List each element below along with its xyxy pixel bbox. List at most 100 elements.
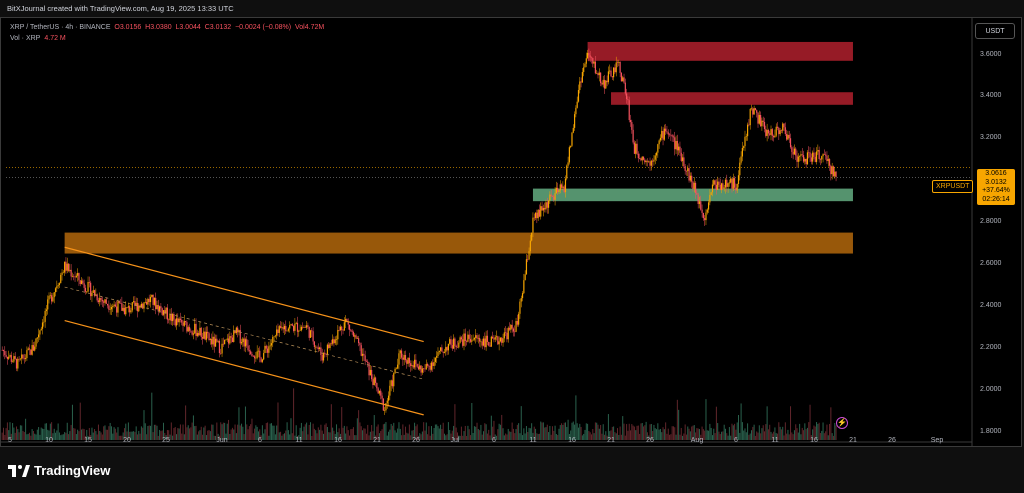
candle-body	[691, 175, 693, 182]
reference-price-label: 3.0616	[985, 170, 1007, 177]
lightning-icon[interactable]: ⚡	[836, 417, 848, 429]
volume-bar	[369, 431, 371, 440]
volume-bar	[176, 434, 178, 440]
time-tick-label: 15	[84, 437, 92, 444]
volume-bar	[420, 434, 422, 440]
candle-body	[437, 352, 439, 356]
volume-bar	[224, 422, 226, 440]
candle-body	[57, 284, 59, 287]
volume-bar	[583, 433, 585, 440]
volume-bar	[161, 430, 163, 440]
volume-bar	[345, 433, 347, 440]
candle-body	[350, 329, 352, 331]
candle-body	[521, 293, 524, 299]
volume-bar	[641, 422, 643, 440]
volume-bar	[525, 426, 527, 440]
candle-body	[700, 201, 702, 210]
volume-bar	[436, 424, 438, 440]
volume-bar	[744, 428, 746, 440]
candle-body	[780, 130, 783, 131]
candle-body	[773, 135, 775, 138]
candle-body	[580, 81, 582, 83]
resistance-zone-0	[587, 41, 853, 61]
candle-body	[657, 144, 659, 153]
volume-bar	[527, 431, 529, 440]
volume-bar	[657, 423, 659, 440]
candle-body	[433, 361, 435, 366]
volume-bar	[10, 433, 12, 440]
candle-body	[585, 58, 587, 64]
volume-bar	[186, 427, 188, 440]
volume-bar	[536, 433, 538, 440]
volume-bar	[671, 426, 673, 440]
candle-body	[240, 341, 243, 344]
candle-body	[778, 127, 780, 135]
price-chart[interactable]	[0, 17, 1024, 447]
candle-body	[41, 322, 44, 329]
volume-bar	[84, 435, 86, 440]
volume-bar	[136, 434, 138, 440]
candle-body	[769, 133, 771, 135]
candle-body	[551, 195, 554, 197]
candle-body	[346, 318, 348, 322]
candle-body	[632, 129, 634, 143]
candle-body	[334, 339, 336, 344]
candle-body	[230, 336, 232, 338]
volume-bar	[483, 431, 485, 440]
candle-body	[229, 336, 231, 344]
volume-bar	[748, 434, 750, 440]
volume-bar	[524, 433, 526, 440]
volume-bar	[551, 426, 553, 440]
volume-bar	[172, 435, 174, 440]
volume-bar	[417, 435, 419, 440]
candle-body	[730, 178, 732, 183]
volume-bar	[183, 434, 185, 440]
volume-bar	[73, 428, 75, 440]
volume-bar	[419, 433, 421, 440]
volume-bar	[713, 428, 715, 440]
volume-bar	[320, 424, 322, 440]
ohlc-legend: XRP / TetherUS · 4h · BINANCE O3.0156 H3…	[10, 24, 324, 31]
candle-body	[319, 347, 321, 349]
volume-bar	[146, 434, 148, 440]
chart-pane[interactable]	[0, 17, 1022, 447]
candle-body	[666, 131, 668, 133]
candle-body	[605, 80, 607, 89]
volume-bar	[170, 422, 172, 440]
last-price-box: 3.0616 3.0132 +37.64% 02:26:14	[977, 169, 1015, 205]
volume-bar	[706, 430, 708, 440]
candle-body	[145, 301, 148, 305]
candle-body	[253, 356, 256, 359]
volume-bar	[637, 425, 639, 440]
volume-label[interactable]: Vol · XRP	[10, 35, 41, 42]
volume-bar	[159, 429, 161, 440]
volume-bar	[359, 422, 361, 440]
volume-bar	[805, 429, 807, 440]
currency-button[interactable]: USDT	[975, 23, 1015, 39]
volume-bar	[204, 425, 206, 440]
candle-body	[165, 307, 167, 314]
candle-body	[269, 345, 271, 347]
volume-bar	[52, 433, 54, 440]
volume-bar	[291, 433, 293, 440]
candle-body	[628, 100, 630, 121]
volume-bar	[65, 432, 67, 440]
volume-bar	[696, 428, 698, 440]
volume-bar	[589, 432, 591, 440]
volume-bar	[803, 430, 805, 440]
volume-bar	[270, 423, 272, 440]
candle-body	[597, 73, 599, 76]
candle-body	[835, 171, 837, 178]
candle-body	[586, 52, 589, 59]
volume-bar	[238, 407, 240, 440]
candle-body	[701, 209, 703, 213]
volume-bar	[116, 432, 118, 440]
symbol-legend[interactable]: XRP / TetherUS · 4h · BINANCE	[10, 24, 111, 31]
volume-bar	[618, 434, 620, 440]
volume-bar	[12, 423, 14, 440]
candle-body	[615, 62, 617, 73]
candle-body	[263, 353, 265, 360]
candle-body	[813, 152, 815, 157]
candle-body	[256, 351, 258, 358]
volume-bar	[274, 434, 276, 440]
